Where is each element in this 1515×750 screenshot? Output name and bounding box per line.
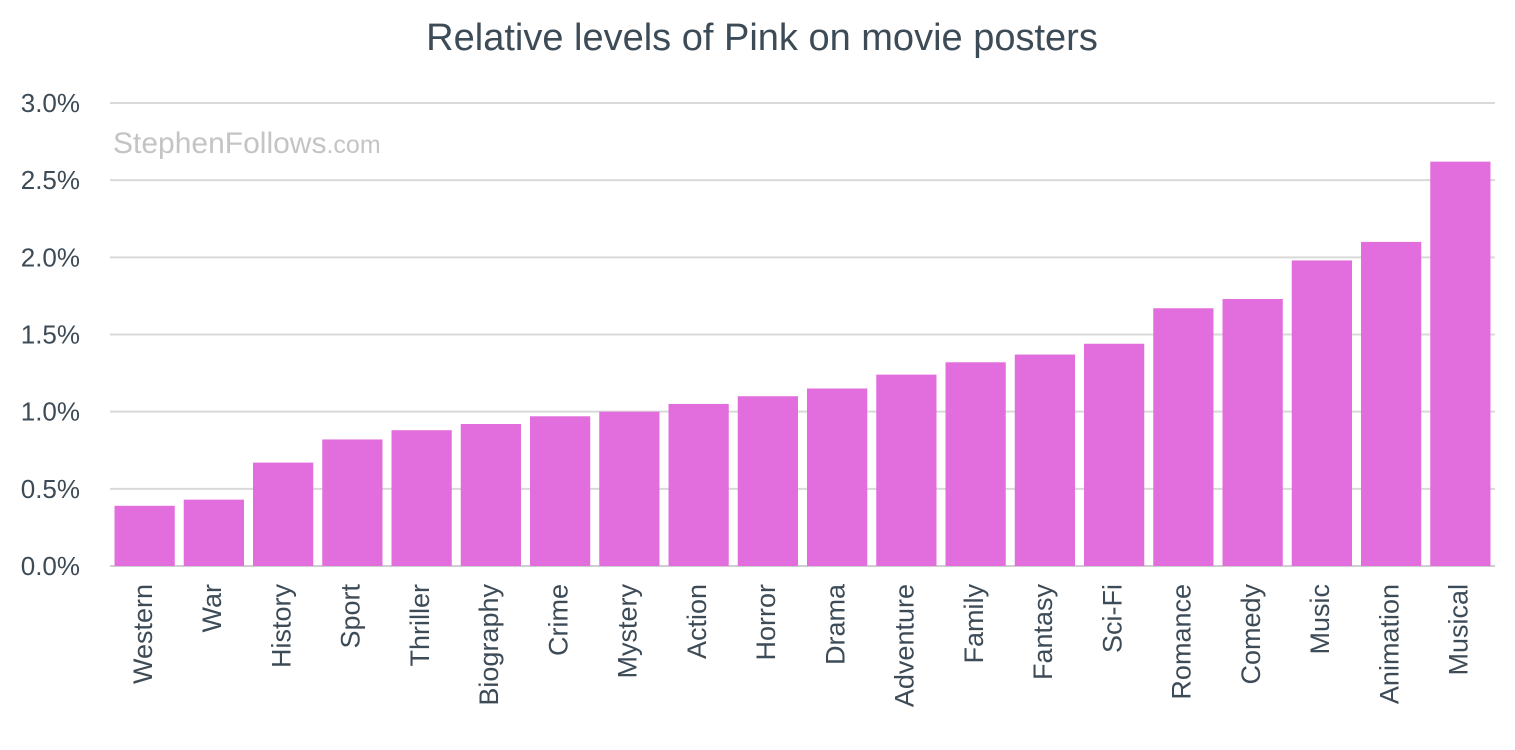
y-axis-ticks: 0.0% 0.5% 1.0% 1.5% 2.0% 2.5% 3.0% <box>21 88 80 581</box>
bar-animation <box>1361 241 1422 566</box>
bar-comedy <box>1222 299 1283 566</box>
x-category-label: History <box>266 584 296 669</box>
x-category-label: Sci-Fi <box>1097 584 1127 653</box>
y-tick-label: 2.5% <box>21 165 80 195</box>
watermark-suffix: .com <box>326 131 380 159</box>
bar-musical <box>1430 161 1491 566</box>
y-tick-label: 2.0% <box>21 242 80 272</box>
x-category-label: Action <box>682 584 712 659</box>
x-category-label: Animation <box>1374 584 1404 704</box>
x-category-label: Mystery <box>613 584 643 679</box>
x-category-label: Fantasy <box>1028 584 1058 681</box>
bar-mystery <box>599 411 660 566</box>
x-axis-labels: Western War History Sport Thriller Biography C… <box>128 583 1474 707</box>
bar-thriller <box>391 430 452 566</box>
bar-drama <box>807 388 868 566</box>
x-category-label: War <box>197 584 227 633</box>
bar-romance <box>1153 308 1214 566</box>
bar-crime <box>530 416 591 566</box>
gridlines <box>110 102 1495 567</box>
chart-title: Relative levels of Pink on movie posters <box>426 17 1098 59</box>
x-category-label: Horror <box>751 584 781 661</box>
y-tick-label: 0.5% <box>21 474 80 504</box>
x-category-label: Musical <box>1444 584 1474 676</box>
x-category-label: Crime <box>543 584 573 656</box>
bar-history <box>253 462 314 566</box>
watermark-main: StephenFollows <box>113 127 326 160</box>
watermark: StephenFollows.com <box>113 127 381 160</box>
x-category-label: Sport <box>336 584 366 649</box>
bar-adventure <box>876 374 937 566</box>
x-category-label: Drama <box>820 583 850 665</box>
x-category-label: Romance <box>1167 584 1197 700</box>
x-category-label: Thriller <box>405 584 435 667</box>
y-tick-label: 1.5% <box>21 320 80 350</box>
bar-horror <box>737 396 798 566</box>
x-category-label: Western <box>128 584 158 684</box>
bars <box>114 161 1491 566</box>
x-category-label: Music <box>1305 584 1335 655</box>
x-category-label: Adventure <box>890 584 920 707</box>
bar-fantasy <box>1014 354 1075 566</box>
bar-war <box>183 499 244 566</box>
bar-biography <box>460 424 521 566</box>
bar-sci-fi <box>1084 343 1145 566</box>
bar-music <box>1291 260 1352 566</box>
y-tick-label: 0.0% <box>21 551 80 581</box>
bar-family <box>945 362 1006 566</box>
y-tick-label: 1.0% <box>21 397 80 427</box>
x-category-label: Comedy <box>1236 584 1266 685</box>
bar-action <box>668 403 729 566</box>
y-tick-label: 3.0% <box>21 88 80 118</box>
bar-sport <box>322 439 383 566</box>
x-category-label: Family <box>959 584 989 664</box>
bar-western <box>114 505 175 566</box>
x-category-label: Biography <box>474 584 504 706</box>
